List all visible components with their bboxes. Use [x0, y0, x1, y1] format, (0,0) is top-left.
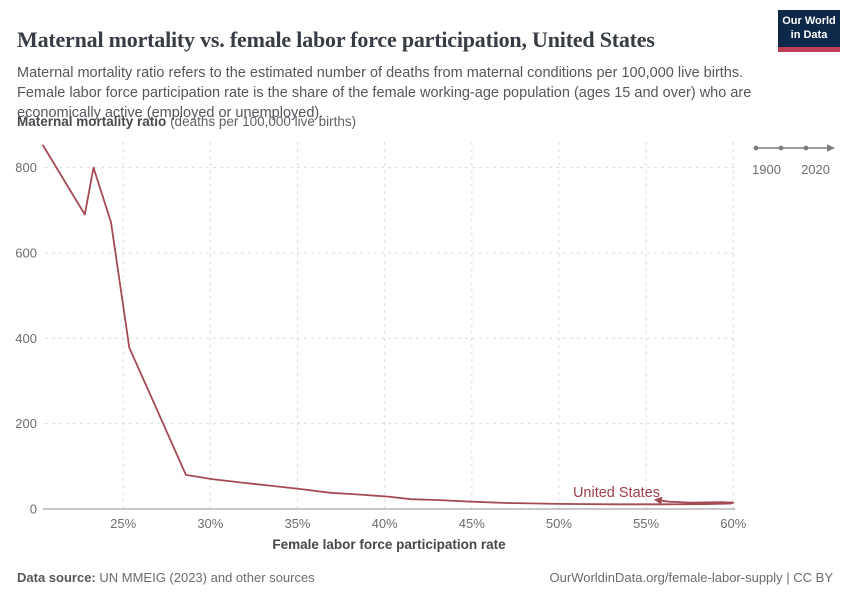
owid-logo-line2: in Data: [790, 28, 828, 41]
x-axis-title: Female labor force participation rate: [272, 537, 506, 552]
plot-area[interactable]: 25% 30% 35% 40% 45% 50% 55% 60% 0 200 400 600 800 Uni…: [0, 0, 850, 560]
y-tick-label: 0: [30, 502, 37, 517]
x-tick-label: 55%: [633, 516, 659, 531]
owid-logo[interactable]: Our World in Data: [778, 10, 840, 52]
timeline-dot-mid1: [778, 145, 784, 151]
y-axis-title-row: Maternal mortality ratio (deaths per 100…: [17, 114, 356, 129]
timeline-dot-mid2: [803, 145, 809, 151]
y-axis-title: Maternal mortality ratio: [17, 114, 167, 129]
series-line-united-states[interactable]: [42, 144, 735, 506]
chart-footer: Data source: UN MMEIG (2023) and other s…: [17, 570, 833, 585]
chart-subtitle: Maternal mortality ratio refers to the e…: [17, 64, 752, 121]
y-axis-unit: (deaths per 100,000 live births): [170, 114, 357, 129]
data-source-value: UN MMEIG (2023) and other sources: [95, 570, 315, 585]
x-tick-label: 35%: [284, 516, 310, 531]
series-end-arrow-icon: [653, 496, 663, 505]
timeline-dot-start: [753, 145, 759, 151]
chart-title: Maternal mortality vs. female labor forc…: [17, 26, 655, 52]
x-tick-label: 60%: [720, 516, 746, 531]
x-tick-label: 25%: [110, 516, 136, 531]
owid-logo-line1: Our World: [782, 15, 836, 28]
data-source-label: Data source:: [17, 570, 96, 585]
y-tick-label: 400: [15, 331, 37, 346]
timeline-arrowhead-icon: [827, 144, 835, 152]
timeline-end-year[interactable]: 2020: [801, 162, 830, 177]
credit-link[interactable]: OurWorldinData.org/female-labor-supply |…: [549, 570, 833, 585]
time-range-indicator[interactable]: 1900 2020: [745, 140, 840, 177]
y-tick-label: 800: [15, 160, 37, 175]
x-tick-label: 45%: [459, 516, 485, 531]
timeline-start-year[interactable]: 1900: [752, 162, 781, 177]
series-label-united-states[interactable]: United States: [573, 485, 660, 501]
timeline-arrow-graphic: [753, 144, 835, 152]
x-tick-label: 30%: [197, 516, 223, 531]
y-tick-label: 600: [15, 245, 37, 260]
y-tick-label: 200: [15, 416, 37, 431]
x-tick-label: 40%: [372, 516, 398, 531]
x-tick-label: 50%: [546, 516, 572, 531]
data-source-note: Data source: UN MMEIG (2023) and other s…: [17, 570, 315, 585]
